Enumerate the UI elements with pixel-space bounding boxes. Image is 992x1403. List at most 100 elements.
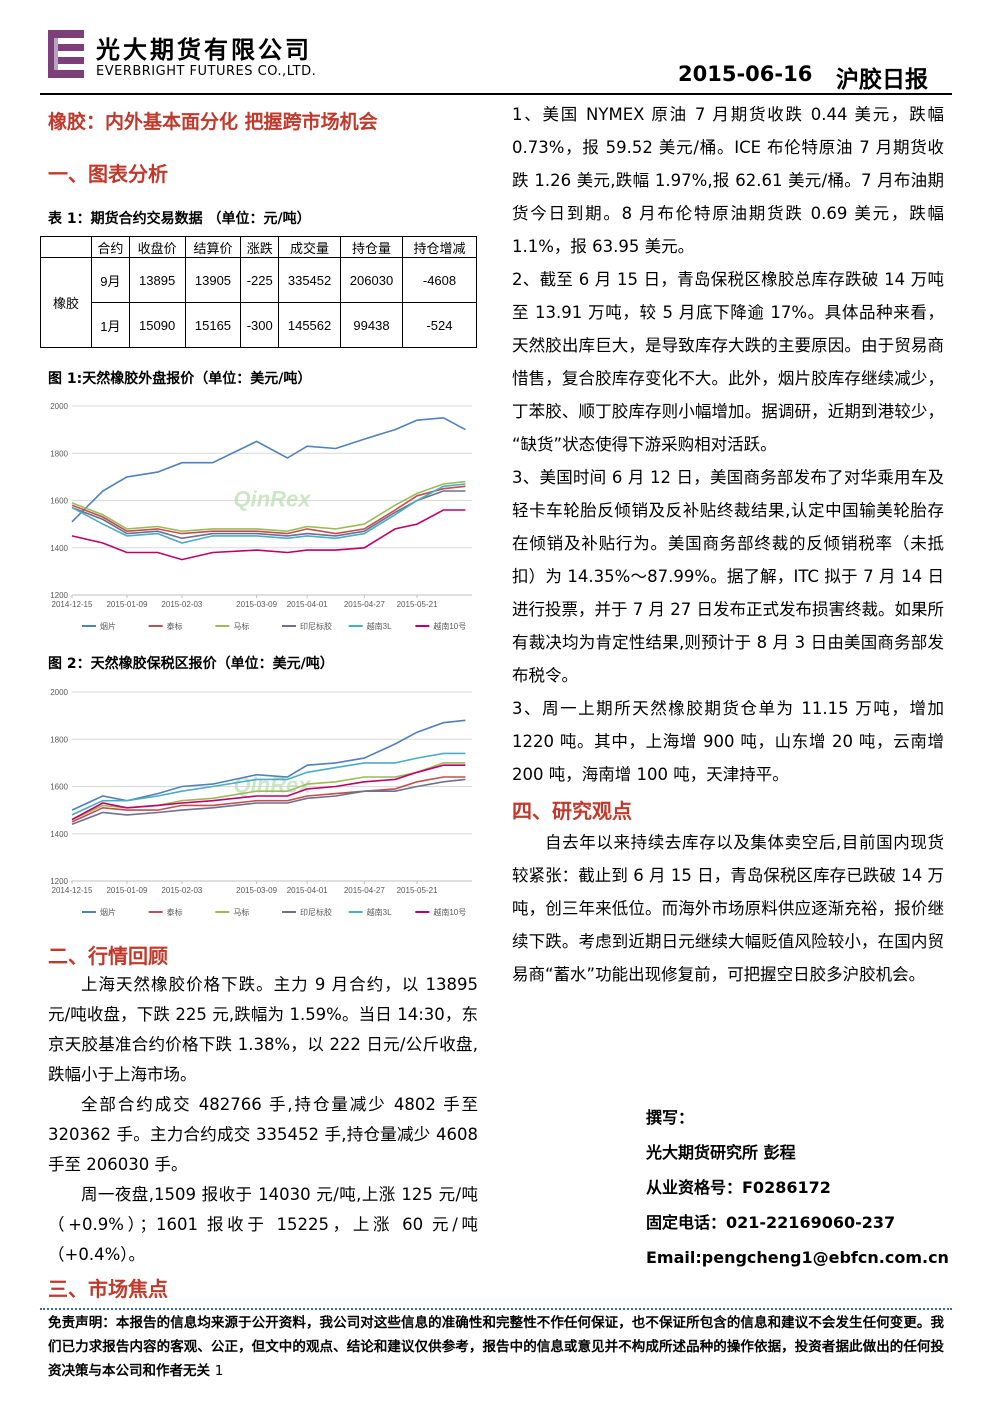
series-line bbox=[71, 776, 466, 823]
x-tick-label: 2015-04-01 bbox=[287, 600, 328, 609]
report-name: 沪胶日报 bbox=[836, 67, 928, 93]
figure-caption: 图 2：天然橡胶保税区报价（单位：美元/吨） bbox=[48, 656, 334, 672]
paragraph: 1、美国 NYMEX 原油 7 月期货收跌 0.44 美元，跌幅 0.73%，报… bbox=[512, 105, 944, 256]
table-header: 结算价 bbox=[184, 236, 242, 258]
data-table: 合约 收盘价 结算价 涨跌 成交量 持仓量 持仓增减 橡胶 9月 13895 13905 -225 33… bbox=[40, 236, 478, 348]
table-row-label: 橡胶 bbox=[40, 257, 92, 348]
page-number: 1 bbox=[214, 1363, 224, 1379]
table-header: 持仓量 bbox=[340, 236, 403, 258]
paragraph: 全部合约成交 482766 手,持仓量减少 4802 手至 320362 手。主… bbox=[48, 1095, 478, 1174]
x-tick-label: 2015-03-09 bbox=[236, 886, 277, 895]
table-row: 合约 收盘价 结算价 涨跌 成交量 持仓量 持仓增减 bbox=[40, 236, 478, 258]
author-name: 光大期货研究所 彭程 bbox=[646, 1143, 796, 1162]
paragraph: 自去年以来持续去库存以及集体卖空后,目前国内现货较紧张：截止到 6 月 15 日… bbox=[512, 833, 944, 984]
legend-label: 越南10号 bbox=[433, 621, 466, 631]
table-header: 收盘价 bbox=[128, 236, 186, 258]
y-tick-label: 1200 bbox=[50, 877, 68, 886]
author-license: 从业资格号：F0286172 bbox=[646, 1178, 831, 1197]
chart: 1200 1400 1600 1800 2000 2014-12-15 2015-01-09… bbox=[50, 402, 472, 631]
x-tick-label: 2015-02-03 bbox=[161, 600, 202, 609]
paragraph: 3、美国时间 6 月 12 日，美国商务部发布了对华乘用车及轻卡车轮胎反倾销及反… bbox=[512, 468, 944, 685]
series-line bbox=[71, 483, 466, 544]
series-line bbox=[71, 762, 466, 821]
y-tick-label: 1400 bbox=[50, 544, 68, 553]
x-tick-label: 2015-04-01 bbox=[287, 886, 328, 895]
paragraph: 上海天然橡胶价格下跌。主力 9 月合约，以 13895 元/吨收盘，下跌 225… bbox=[48, 975, 478, 1084]
section-heading: 四、研究观点 bbox=[512, 799, 632, 823]
legend-label: 泰标 bbox=[167, 907, 183, 917]
report-date: 2015-06-16 bbox=[678, 62, 813, 86]
section-heading: 一、图表分析 bbox=[48, 162, 168, 186]
table-cell bbox=[40, 236, 92, 258]
y-tick-label: 1800 bbox=[50, 449, 68, 458]
company-en: EVERBRIGHT FUTURES CO.,LTD. bbox=[96, 64, 317, 79]
table-header: 涨跌 bbox=[240, 236, 280, 258]
series-line bbox=[71, 778, 466, 826]
legend-label: 泰标 bbox=[167, 621, 183, 631]
table-cell: -524 bbox=[401, 302, 478, 348]
table-cell: 145562 bbox=[278, 302, 342, 348]
table-cell: 13895 bbox=[128, 257, 186, 303]
table-cell: 15165 bbox=[184, 302, 242, 348]
legend-label: 马标 bbox=[233, 907, 249, 917]
author-email: Email:pengcheng1@ebfcn.com.cn bbox=[646, 1248, 949, 1267]
y-tick-label: 1200 bbox=[50, 591, 68, 600]
y-tick-label: 1800 bbox=[50, 735, 68, 744]
header-rule bbox=[40, 93, 952, 95]
series-line bbox=[71, 485, 466, 535]
legend-label: 印尼标胶 bbox=[300, 907, 332, 917]
section-body: 1、美国 NYMEX 原油 7 月期货收跌 0.44 美元，跌幅 0.73%，报… bbox=[512, 98, 944, 991]
author-block: 撰写： 光大期货研究所 彭程 从业资格号：F0286172 固定电话：021-2… bbox=[646, 1100, 949, 1275]
series-line bbox=[71, 764, 466, 821]
table-cell: 1月 bbox=[91, 302, 130, 348]
legend-label: 印尼标胶 bbox=[300, 621, 332, 631]
paragraph: 2、截至 6 月 15 日，青岛保税区橡胶总库存跌破 14 万吨至 13.91 … bbox=[512, 270, 944, 454]
x-tick-label: 2015-01-09 bbox=[106, 600, 147, 609]
y-tick-label: 2000 bbox=[50, 402, 68, 411]
x-tick-label: 2015-04-27 bbox=[344, 886, 385, 895]
table-header: 成交量 bbox=[278, 236, 342, 258]
paragraph: 3、周一上期所天然橡胶期货仓单为 11.15 万吨，增加 1220 吨。其中，上… bbox=[512, 699, 944, 784]
legend-label: 越南3L bbox=[367, 621, 392, 631]
legend-label: 越南3L bbox=[367, 907, 392, 917]
table-cell: 9月 bbox=[91, 257, 130, 303]
table-cell: 335452 bbox=[278, 257, 342, 303]
section-heading: 三、市场焦点 bbox=[48, 1277, 168, 1301]
x-tick-label: 2015-02-03 bbox=[161, 886, 202, 895]
table-header: 合约 bbox=[91, 236, 130, 258]
disclaimer-text: 免责声明：本报告的信息均来源于公开资料，我公司对这些信息的准确性和完整性不作任何… bbox=[48, 1315, 944, 1379]
paragraph: 周一夜盘,1509 报收于 14030 元/吨,上涨 125 元/吨（+0.9%… bbox=[48, 1185, 478, 1264]
table-cell: -300 bbox=[240, 302, 280, 348]
chart: 1200 1400 1600 1800 2000 2014-12-15 2015-01-09… bbox=[50, 688, 472, 917]
article-title: 橡胶：内外基本面分化 把握跨市场机会 bbox=[48, 111, 378, 133]
table-cell: 13905 bbox=[184, 257, 242, 303]
legend-label: 越南10号 bbox=[433, 907, 466, 917]
figure-caption: 图 1:天然橡胶外盘报价（单位：美元/吨） bbox=[48, 371, 312, 387]
watermark: QinRex bbox=[233, 487, 311, 512]
series-line bbox=[71, 509, 466, 561]
x-tick-label: 2014-12-15 bbox=[52, 600, 93, 609]
legend-label: 烟片 bbox=[100, 907, 116, 917]
author-label: 撰写： bbox=[646, 1108, 695, 1127]
table-cell: -225 bbox=[240, 257, 280, 303]
table-cell: 15090 bbox=[128, 302, 186, 348]
footer-rule bbox=[40, 1308, 952, 1310]
x-tick-label: 2015-01-09 bbox=[106, 886, 147, 895]
company-cn: 光大期货有限公司 bbox=[96, 35, 312, 64]
y-tick-label: 1600 bbox=[50, 497, 68, 506]
series-line bbox=[71, 480, 466, 533]
table-row: 橡胶 9月 13895 13905 -225 335452 206030 -4608 bbox=[40, 257, 478, 348]
table-cell: 99438 bbox=[340, 302, 403, 348]
table-caption: 表 1：期货合约交易数据 （单位：元/吨） bbox=[48, 211, 311, 227]
table-cell: 206030 bbox=[340, 257, 403, 303]
logo bbox=[48, 30, 84, 78]
x-tick-label: 2015-03-09 bbox=[236, 600, 277, 609]
x-tick-label: 2015-05-21 bbox=[397, 600, 438, 609]
x-tick-label: 2014-12-15 bbox=[52, 886, 93, 895]
legend-label: 马标 bbox=[233, 621, 249, 631]
section-heading: 二、行情回顾 bbox=[48, 944, 168, 968]
table-header: 持仓增减 bbox=[401, 236, 478, 258]
y-tick-label: 1600 bbox=[50, 783, 68, 792]
legend-label: 烟片 bbox=[100, 621, 116, 631]
